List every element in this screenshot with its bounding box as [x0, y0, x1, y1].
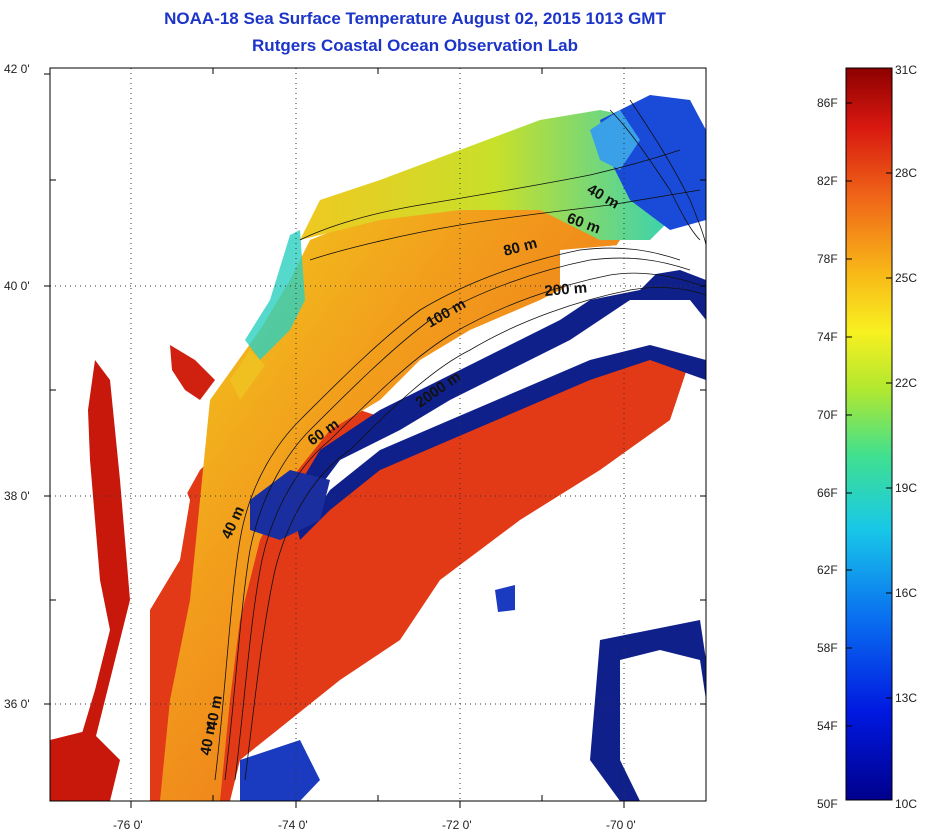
- celsius-labels: 31C 28C 25C 22C 19C 16C 13C 10C: [895, 63, 917, 811]
- f-label: 70F: [817, 408, 838, 422]
- map-title: NOAA-18 Sea Surface Temperature August 0…: [164, 9, 666, 28]
- lon-label: -72 0': [442, 818, 472, 832]
- f-label: 50F: [817, 797, 838, 811]
- delaware-bay: [170, 345, 215, 400]
- axis-ticks: [44, 68, 706, 808]
- c-label: 28C: [895, 166, 917, 180]
- f-label: 86F: [817, 96, 838, 110]
- latitude-labels: 42 0' 40 0' 38 0' 36 0': [4, 62, 30, 711]
- c-label: 22C: [895, 376, 917, 390]
- map-image-area: 40 m 60 m 80 m 200 m 100 m 2000 m 60 m 4…: [50, 68, 706, 801]
- f-label: 74F: [817, 330, 838, 344]
- lon-label: -76 0': [113, 818, 143, 832]
- depth-label: 200 m: [544, 279, 588, 300]
- c-label: 25C: [895, 271, 917, 285]
- c-label: 16C: [895, 586, 917, 600]
- lat-label: 38 0': [4, 489, 30, 503]
- c-label: 31C: [895, 63, 917, 77]
- land-northeast: [50, 68, 706, 360]
- c-label: 13C: [895, 691, 917, 705]
- depth-label: 40 m: [203, 694, 226, 731]
- depth-label: 40 m: [197, 720, 220, 757]
- f-label: 58F: [817, 641, 838, 655]
- longitude-labels: -76 0' -74 0' -72 0' -70 0': [113, 818, 636, 832]
- colorbar-gradient: [845, 67, 893, 801]
- chesapeake-bay: [80, 360, 130, 760]
- f-label: 62F: [817, 563, 838, 577]
- colorbar-ticks: [846, 102, 892, 727]
- lat-label: 42 0': [4, 62, 30, 76]
- lat-label: 40 0': [4, 279, 30, 293]
- f-label: 78F: [817, 252, 838, 266]
- lat-label: 36 0': [4, 697, 30, 711]
- lon-label: -74 0': [278, 818, 308, 832]
- depth-contours: [214, 99, 706, 781]
- map-subtitle: Rutgers Coastal Ocean Observation Lab: [252, 36, 578, 55]
- fahrenheit-labels: 86F 82F 78F 74F 70F 66F 62F 58F 54F 50F: [817, 96, 838, 811]
- c-label: 10C: [895, 797, 917, 811]
- f-label: 66F: [817, 486, 838, 500]
- f-label: 82F: [817, 174, 838, 188]
- c-label: 19C: [895, 481, 917, 495]
- graticule: [50, 68, 706, 801]
- lon-label: -70 0': [606, 818, 636, 832]
- f-label: 54F: [817, 719, 838, 733]
